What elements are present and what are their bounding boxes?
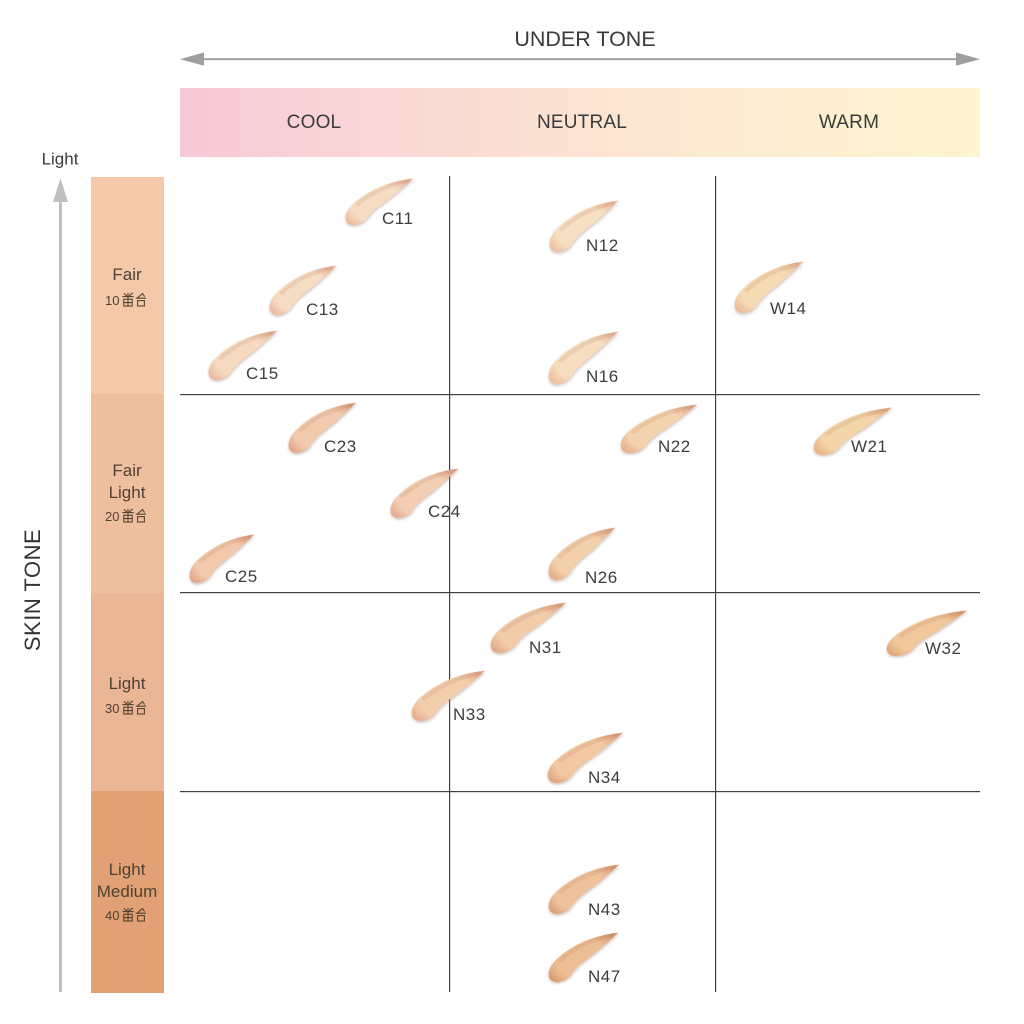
svg-text:C11: C11 (382, 209, 413, 228)
svg-text:W32: W32 (925, 639, 961, 658)
svg-text:C24: C24 (428, 502, 461, 521)
svg-text:N43: N43 (588, 900, 621, 919)
svg-text:Medium: Medium (97, 882, 157, 901)
svg-text:10: 10 (105, 293, 119, 308)
svg-text:30: 30 (105, 701, 119, 716)
svg-text:N12: N12 (586, 236, 619, 255)
svg-text:N33: N33 (453, 705, 486, 724)
svg-text:C23: C23 (324, 437, 357, 456)
svg-text:UNDER TONE: UNDER TONE (514, 27, 655, 51)
svg-text:W21: W21 (851, 437, 887, 456)
svg-text:N26: N26 (585, 568, 618, 587)
svg-text:Light: Light (42, 150, 79, 169)
svg-text:Light: Light (109, 483, 146, 502)
svg-text:C15: C15 (246, 364, 279, 383)
svg-text:W14: W14 (770, 299, 806, 318)
svg-text:Fair: Fair (112, 265, 142, 284)
svg-text:N47: N47 (588, 967, 621, 986)
svg-text:20: 20 (105, 509, 119, 524)
svg-text:N22: N22 (658, 437, 691, 456)
svg-text:SKIN TONE: SKIN TONE (20, 529, 45, 651)
svg-text:WARM: WARM (819, 112, 879, 133)
svg-text:C25: C25 (225, 567, 258, 586)
svg-text:N34: N34 (588, 768, 621, 787)
svg-text:C13: C13 (306, 300, 339, 319)
svg-text:40: 40 (105, 908, 119, 923)
svg-text:N31: N31 (529, 638, 562, 657)
svg-text:Light: Light (109, 860, 146, 879)
svg-text:Fair: Fair (112, 461, 142, 480)
svg-text:NEUTRAL: NEUTRAL (537, 112, 627, 133)
svg-text:N16: N16 (586, 367, 619, 386)
svg-text:Light: Light (109, 674, 146, 693)
svg-text:COOL: COOL (287, 112, 342, 133)
